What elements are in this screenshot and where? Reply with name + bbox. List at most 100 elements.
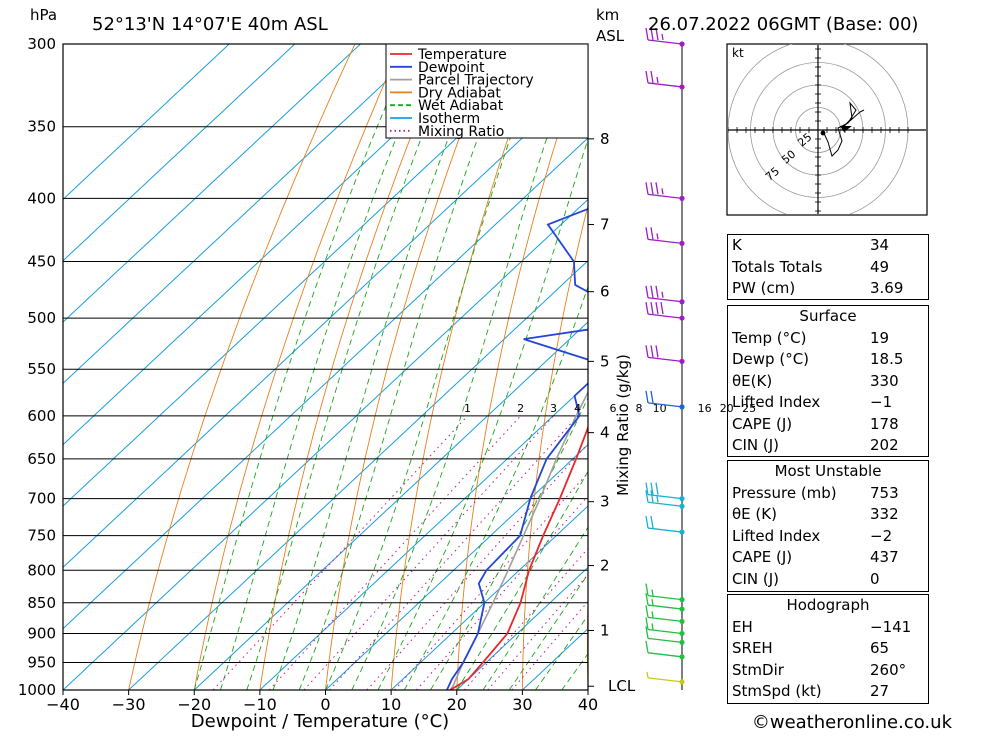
- surface-key: CAPE (J): [732, 414, 870, 436]
- km-tick-label: 8: [600, 130, 610, 148]
- x-axis-label: Dewpoint / Temperature (°C): [191, 711, 449, 732]
- dry-adiabat-line: [129, 44, 355, 690]
- wind-barb: [646, 302, 685, 321]
- pressure-tick-label: 700: [27, 490, 56, 508]
- legend-label: Mixing Ratio: [418, 124, 504, 140]
- most-unstable-row: Lifted Index−2: [728, 526, 928, 548]
- surface-title: Surface: [728, 306, 928, 328]
- most-unstable-key: Lifted Index: [732, 526, 870, 548]
- hodograph-title: Hodograph: [728, 595, 928, 617]
- most-unstable-title: Most Unstable: [728, 461, 928, 483]
- hodograph-stat-value: 260°: [870, 660, 924, 682]
- surface-value: 18.5: [870, 349, 924, 371]
- pressure-tick-label: 350: [27, 118, 56, 136]
- wet-adiabat-line: [326, 44, 544, 690]
- pressure-tick-label: 500: [27, 309, 56, 327]
- pressure-tick-label: 650: [27, 450, 56, 468]
- wind-barb: [646, 345, 685, 364]
- most-unstable-value: 0: [870, 569, 924, 591]
- hodograph-stat-value: 65: [870, 638, 924, 660]
- hodograph-unit-label: kt: [732, 46, 744, 60]
- wind-barb: [646, 71, 685, 90]
- hodograph-stat-key: EH: [732, 617, 870, 639]
- pressure-tick-label: 450: [27, 253, 56, 271]
- wind-barb: [646, 490, 685, 509]
- asl-label: ASL: [596, 27, 625, 45]
- km-tick-label: 2: [600, 557, 610, 575]
- surface-value: 178: [870, 414, 924, 436]
- surface-key: Dewp (°C): [732, 349, 870, 371]
- surface-row: CAPE (J)178: [728, 414, 928, 436]
- index-value: 3.69: [870, 278, 924, 300]
- surface-row: Lifted Index−1: [728, 392, 928, 414]
- wind-barb: [646, 516, 685, 535]
- pressure-tick-label: 950: [27, 653, 56, 671]
- isotherm-line: [129, 44, 820, 690]
- surface-row: CIN (J)202: [728, 435, 928, 457]
- surface-value: 19: [870, 328, 924, 350]
- surface-row: Temp (°C)19: [728, 328, 928, 350]
- pressure-tick-label: 550: [27, 360, 56, 378]
- hodograph-stat-key: SREH: [732, 638, 870, 660]
- dry-adiabat-line: [326, 44, 495, 690]
- isotherm-line: [0, 44, 492, 690]
- x-tick-label: 40: [578, 695, 598, 714]
- most-unstable-row: CIN (J)0: [728, 569, 928, 591]
- hodograph-stat-key: StmSpd (kt): [732, 681, 870, 703]
- wind-barb: [646, 641, 685, 660]
- pressure-tick-label: 600: [27, 407, 56, 425]
- most-unstable-row: Pressure (mb)753: [728, 483, 928, 505]
- km-label: km: [596, 6, 619, 24]
- mixing-ratio-label: 2: [517, 402, 524, 415]
- most-unstable-value: 753: [870, 483, 924, 505]
- hodograph-storm-marker: [821, 131, 826, 136]
- credit-footer: ©weatheronline.co.uk: [752, 712, 953, 733]
- dry-adiabat-line: [992, 44, 1000, 690]
- surface-key: Lifted Index: [732, 392, 870, 414]
- most-unstable-value: 332: [870, 504, 924, 526]
- surface-value: 330: [870, 371, 924, 393]
- isotherm-line: [0, 44, 689, 690]
- pressure-tick-label: 750: [27, 527, 56, 545]
- most-unstable-row: CAPE (J)437: [728, 547, 928, 569]
- index-value: 49: [870, 257, 924, 279]
- dry-adiabat-line: [651, 44, 728, 690]
- most-unstable-key: CAPE (J): [732, 547, 870, 569]
- wind-barb: [646, 286, 685, 305]
- mixing-ratio-label: 4: [574, 402, 581, 415]
- km-tick-label: 6: [600, 283, 610, 301]
- most-unstable-row: θE (K)332: [728, 504, 928, 526]
- mixing-ratio-line: [395, 416, 640, 690]
- wind-barb: [647, 672, 685, 685]
- most-unstable-key: Pressure (mb): [732, 483, 870, 505]
- index-key: Totals Totals: [732, 257, 870, 279]
- surface-key: θE(K): [732, 371, 870, 393]
- wind-barb: [646, 626, 685, 645]
- surface-value: 202: [870, 435, 924, 457]
- most-unstable-value: −2: [870, 526, 924, 548]
- surface-key: CIN (J): [732, 435, 870, 457]
- km-tick-label: LCL: [608, 677, 636, 695]
- km-tick-label: 1: [600, 621, 610, 639]
- hodograph-stat-row: StmSpd (kt)27: [728, 681, 928, 703]
- hodograph-stat-row: EH−141: [728, 617, 928, 639]
- most-unstable-value: 437: [870, 547, 924, 569]
- wind-barb: [646, 182, 685, 201]
- km-tick-label: 5: [600, 352, 610, 370]
- dry-adiabat-line: [391, 44, 541, 690]
- wet-adiabat-line: [273, 44, 485, 690]
- most-unstable-key: CIN (J): [732, 569, 870, 591]
- index-row: PW (cm)3.69: [728, 278, 928, 300]
- wind-barb: [646, 617, 685, 636]
- hodograph-stat-value: −141: [870, 617, 924, 639]
- pressure-tick-label: 400: [27, 189, 56, 207]
- surface-key: Temp (°C): [732, 328, 870, 350]
